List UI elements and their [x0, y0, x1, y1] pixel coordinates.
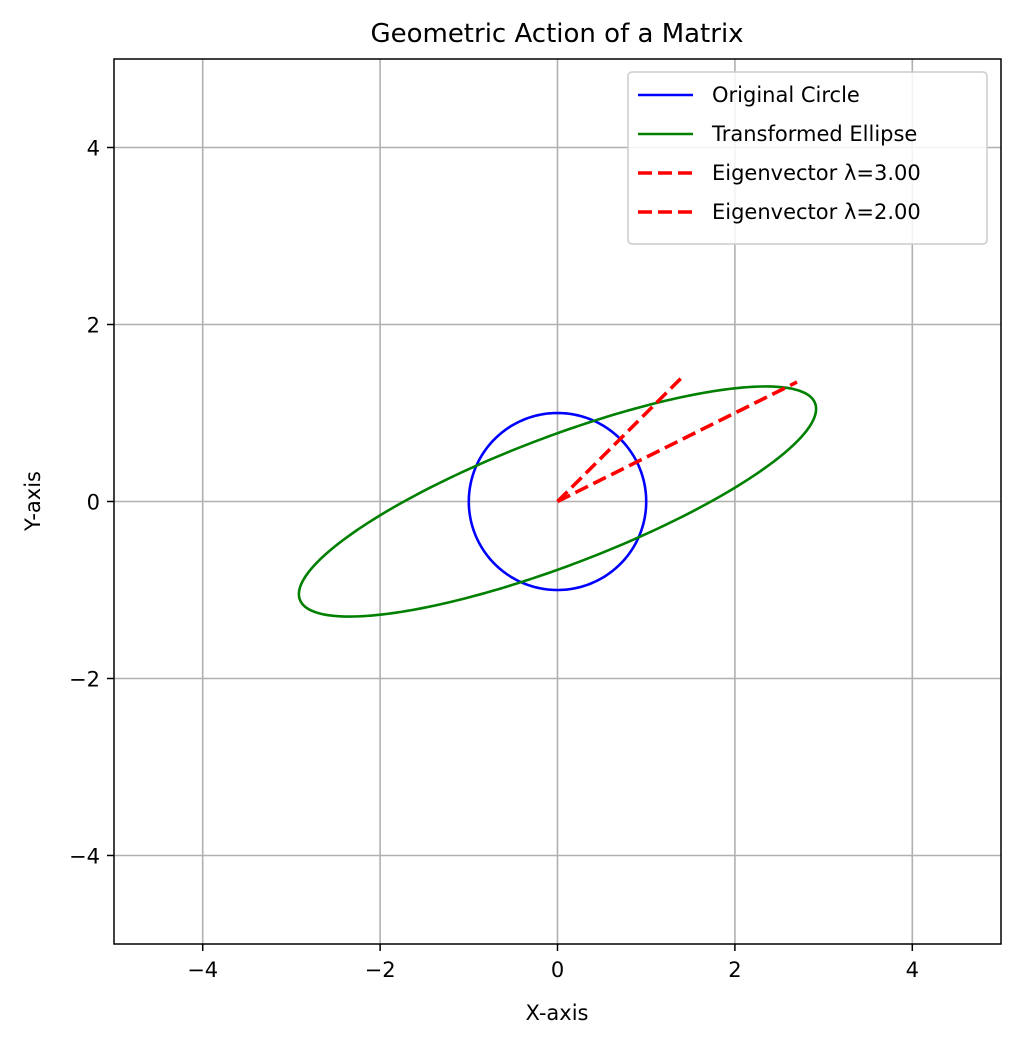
x-tick-label: −2	[365, 958, 396, 982]
y-tick-label: −2	[69, 668, 100, 692]
y-tick-label: 0	[87, 491, 100, 515]
legend-label: Original Circle	[712, 83, 860, 107]
x-tick-label: 2	[728, 958, 741, 982]
legend: Original Circle Transformed Ellipse Eigenv…	[627, 71, 988, 245]
x-tick-label: −4	[187, 958, 218, 982]
x-tick-label: 4	[906, 958, 919, 982]
chart-title: Geometric Action of a Matrix	[370, 19, 743, 49]
series-eigenvector-2-00	[556, 380, 798, 504]
y-axis-label: Y-axis	[21, 471, 45, 532]
data-layer	[297, 375, 818, 618]
x-tick-label: 0	[551, 958, 564, 982]
legend-label: Eigenvector λ=2.00	[712, 200, 921, 224]
y-tick-label: 2	[87, 314, 100, 338]
y-tick-label: −4	[69, 845, 100, 869]
series-original-circle	[467, 411, 648, 592]
series-eigenvector-3-00	[556, 375, 684, 503]
x-axis-label: X-axis	[526, 1001, 589, 1025]
ticks: −4 −2 0 2 4 −4 −2 0 2 4	[69, 137, 919, 983]
legend-label: Transformed Ellipse	[711, 122, 917, 146]
y-tick-label: 4	[87, 137, 100, 161]
legend-box	[627, 71, 988, 245]
legend-label: Eigenvector λ=3.00	[712, 161, 921, 185]
